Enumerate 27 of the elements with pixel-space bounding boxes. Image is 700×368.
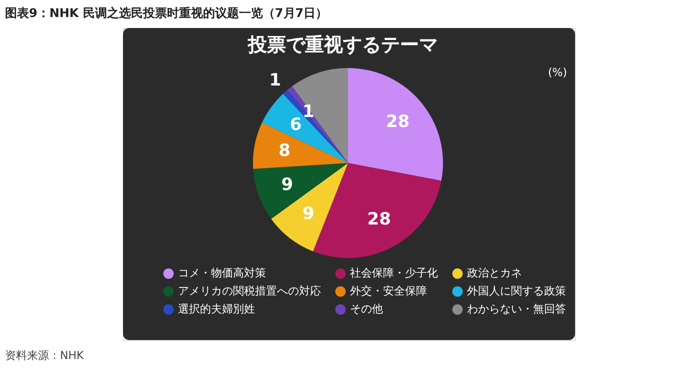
pie-slice — [292, 68, 348, 163]
data-label: 28 — [367, 210, 391, 230]
data-label: 28 — [386, 112, 410, 132]
data-label: 9 — [281, 174, 294, 195]
pie-slice — [348, 68, 443, 181]
legend-label: 政治とカネ — [467, 266, 522, 280]
legend-label: 外交・安全保障 — [350, 284, 427, 298]
legend-label: アメリカの関税措置への対応 — [178, 284, 321, 298]
chart-subtitle: 投票で重视するテーマ — [247, 34, 438, 56]
legend-label: 外国人に関する政策 — [467, 284, 566, 298]
pie-slice — [313, 163, 442, 258]
chart-title: 图表9：NHK 民调之选民投票时重视的议题一览（7月7日） — [5, 6, 328, 20]
pie-slice — [253, 163, 348, 219]
data-label: 6 — [290, 115, 302, 136]
text: (%) — [548, 66, 568, 79]
data-label: 9 — [302, 204, 314, 224]
pie-slice — [262, 94, 348, 163]
legend-label: その他 — [350, 302, 383, 316]
text: 资料来源：NHK — [5, 349, 84, 362]
legend-label: わからない・無回答 — [467, 302, 566, 316]
pie-slice — [271, 163, 348, 252]
legend-label: 社会保障・少子化 — [350, 266, 438, 280]
legend-label: コメ・物価高対策 — [178, 266, 266, 280]
legend-label: 選択的夫婦別姓 — [178, 302, 255, 316]
data-label: 1 — [269, 70, 282, 90]
data-label: 1 — [302, 102, 314, 122]
data-label: 8 — [278, 140, 290, 161]
